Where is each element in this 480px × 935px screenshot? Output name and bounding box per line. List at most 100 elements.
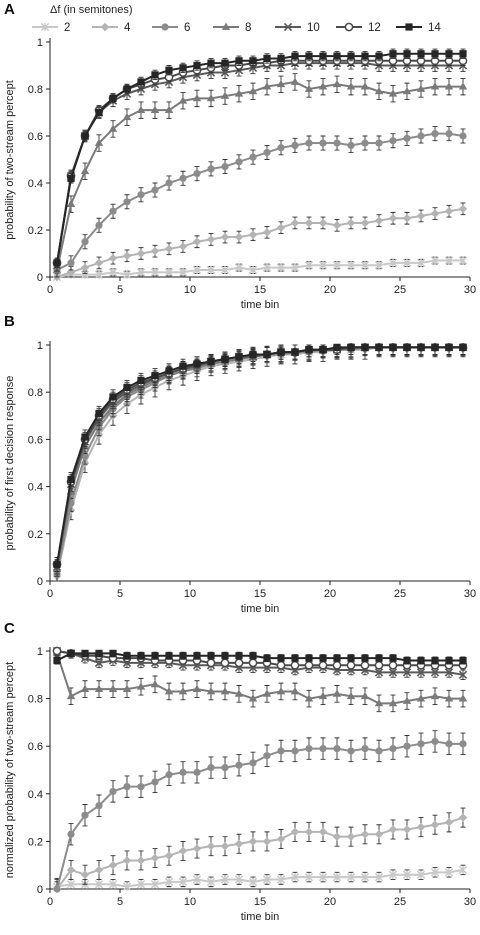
data-point — [346, 218, 356, 228]
series-4 — [52, 343, 468, 582]
legend-label: 8 — [245, 22, 251, 34]
data-point — [403, 656, 411, 665]
data-point — [458, 865, 468, 875]
data-point — [459, 656, 467, 665]
y-tick-label: 0.4 — [28, 178, 43, 190]
data-point — [431, 737, 439, 746]
x-tick-label: 30 — [464, 896, 476, 908]
data-point — [332, 689, 342, 697]
data-point — [375, 52, 383, 60]
y-axis-label: probability of first decision response — [4, 376, 16, 551]
data-point — [178, 242, 188, 251]
data-point — [263, 654, 271, 662]
y-tick-label: 1 — [37, 340, 43, 352]
data-point — [81, 811, 89, 819]
data-point — [318, 82, 328, 90]
data-point — [136, 856, 146, 865]
data-point — [290, 660, 300, 670]
data-point — [430, 868, 440, 877]
data-point — [165, 771, 173, 779]
data-point — [221, 355, 229, 363]
series-line — [56, 650, 464, 676]
series-14 — [53, 343, 467, 573]
data-point — [318, 827, 328, 837]
data-point — [66, 865, 76, 875]
data-point — [151, 778, 159, 786]
series-line — [56, 816, 464, 890]
data-point — [361, 744, 369, 753]
x-tick-label: 25 — [394, 284, 406, 296]
series-6 — [53, 343, 467, 582]
data-point — [234, 232, 244, 242]
x-tick-label: 20 — [324, 284, 336, 296]
data-point — [109, 787, 117, 796]
data-point — [192, 237, 202, 246]
data-point — [220, 658, 230, 668]
data-point — [262, 837, 272, 846]
panel-letter: C — [4, 620, 15, 637]
data-point — [277, 144, 285, 152]
data-point — [445, 656, 453, 665]
data-point — [389, 137, 397, 145]
data-point — [347, 141, 355, 149]
data-point — [444, 818, 454, 827]
series-4 — [52, 807, 468, 894]
data-point — [53, 656, 61, 665]
data-point — [318, 218, 328, 228]
data-point — [276, 223, 286, 232]
data-point — [305, 139, 313, 147]
data-point — [347, 654, 355, 662]
data-point — [459, 343, 467, 351]
x-tick-label: 10 — [184, 284, 196, 296]
data-point — [388, 825, 398, 834]
data-point — [332, 261, 342, 270]
data-point — [333, 52, 341, 60]
data-point — [122, 112, 132, 121]
data-point — [430, 256, 440, 265]
data-point — [235, 652, 243, 660]
data-point — [304, 694, 314, 702]
legend-marker-circle-open — [344, 22, 354, 32]
data-point — [346, 660, 356, 670]
data-point — [123, 783, 131, 791]
data-point — [193, 61, 201, 70]
data-point — [430, 82, 440, 90]
data-point — [375, 654, 383, 662]
data-point — [165, 179, 173, 187]
legend-item-6: 6 — [152, 22, 190, 34]
x-tick-label: 5 — [117, 588, 123, 600]
series-line — [56, 80, 463, 271]
data-point — [67, 649, 75, 657]
data-point — [389, 343, 397, 351]
data-point — [277, 747, 285, 755]
data-point — [262, 82, 272, 90]
data-point — [81, 433, 89, 441]
data-point — [235, 353, 243, 361]
data-point — [108, 880, 118, 889]
data-point — [164, 244, 174, 253]
data-point — [318, 691, 328, 700]
series-line — [56, 346, 463, 575]
data-point — [123, 198, 131, 206]
data-point — [291, 747, 299, 755]
data-point — [151, 372, 159, 380]
data-point — [178, 877, 188, 886]
data-point — [417, 656, 425, 665]
data-point — [53, 885, 61, 893]
data-point — [109, 649, 117, 657]
y-tick-label: 0.6 — [28, 131, 43, 143]
y-tick-label: 0.8 — [28, 694, 43, 706]
data-point — [108, 861, 118, 870]
data-point — [347, 747, 355, 755]
data-point — [374, 216, 384, 225]
data-point — [347, 52, 355, 60]
data-point — [192, 844, 202, 853]
data-point — [207, 59, 215, 67]
data-point — [430, 691, 440, 700]
legend-marker-square — [405, 23, 413, 31]
x-tick-label: 25 — [394, 588, 406, 600]
series-line — [56, 52, 463, 264]
